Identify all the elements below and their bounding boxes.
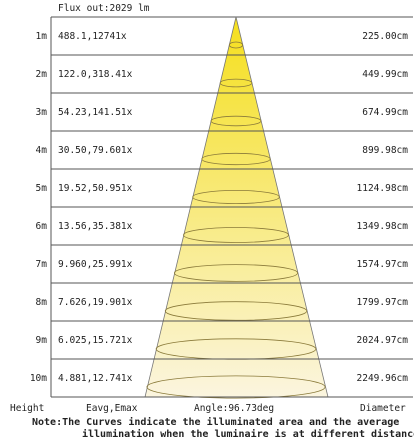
illuminated-area-ellipse xyxy=(192,189,280,204)
note-line-1: Note:The Curves indicate the illuminated… xyxy=(32,416,399,428)
row-eavg-emax-value: 122.0,318.41x xyxy=(58,69,133,80)
row-height-label: 3m xyxy=(36,107,48,118)
row-diameter-value: 899.98cm xyxy=(362,145,408,156)
row-diameter-value: 449.99cm xyxy=(362,69,408,80)
row-eavg-emax-value: 30.50,79.601x xyxy=(58,145,133,156)
row-eavg-emax-value: 488.1,12741x xyxy=(58,31,127,42)
illuminated-area-ellipse xyxy=(183,227,289,243)
row-eavg-emax-value: 13.56,35.381x xyxy=(58,221,133,232)
illuminated-area-ellipse xyxy=(146,375,326,399)
illuminated-area-ellipse xyxy=(173,264,298,282)
row-diameter-value: 1799.97cm xyxy=(357,297,409,308)
row-height-label: 5m xyxy=(36,183,48,194)
distance-rows: 1m 488.1,12741x 225.00cm 2m 122.0,318.41x 449… xyxy=(30,31,413,399)
illuminated-area-ellipse xyxy=(210,115,262,127)
row-height-label: 1m xyxy=(36,31,48,42)
note-line-2: illumination when the luminaire is at di… xyxy=(82,428,414,440)
row-diameter-value: 1349.98cm xyxy=(357,221,409,232)
row-eavg-emax-value: 4.881,12.741x xyxy=(58,373,133,384)
row-eavg-emax-value: 19.52,50.951x xyxy=(58,183,133,194)
row-eavg-emax-value: 7.626,19.901x xyxy=(58,297,133,308)
flux-out-label: Flux out:2029 lm xyxy=(58,3,150,14)
row-height-label: 9m xyxy=(36,335,48,346)
row-height-label: 4m xyxy=(36,145,48,156)
illuminated-area-ellipse xyxy=(228,41,244,49)
row-eavg-emax-value: 9.960,25.991x xyxy=(58,259,133,270)
row-eavg-emax-value: 6.025,15.721x xyxy=(58,335,133,346)
row-diameter-value: 674.99cm xyxy=(362,107,408,118)
row-eavg-emax-value: 54.23,141.51x xyxy=(58,107,133,118)
beam-angle-label: Angle:96.73deg xyxy=(194,403,274,414)
diameter-axis-label: Diameter xyxy=(360,403,406,414)
row-height-label: 10m xyxy=(30,373,47,384)
row-height-label: 6m xyxy=(36,221,48,232)
row-diameter-value: 2249.96cm xyxy=(357,373,409,384)
row-height-label: 7m xyxy=(36,259,48,270)
row-diameter-value: 1124.98cm xyxy=(357,183,409,194)
eavg-emax-label: Eavg,Emax xyxy=(86,403,138,414)
row-diameter-value: 225.00cm xyxy=(362,31,408,42)
height-axis-label: Height xyxy=(10,403,44,414)
row-diameter-value: 1574.97cm xyxy=(357,259,409,270)
row-diameter-value: 2024.97cm xyxy=(357,335,409,346)
row-height-label: 2m xyxy=(36,69,48,80)
row-height-label: 8m xyxy=(36,297,48,308)
illuminated-area-ellipse xyxy=(201,152,271,166)
illuminated-area-ellipse xyxy=(164,301,308,321)
illuminated-area-ellipse xyxy=(219,78,253,88)
